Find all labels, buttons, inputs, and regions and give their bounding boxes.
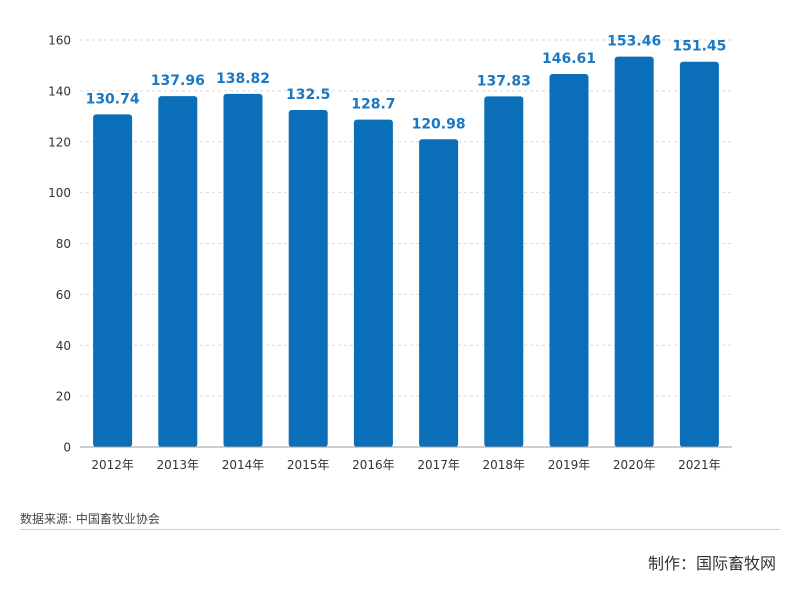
x-tick-label: 2018年 (483, 458, 526, 472)
bar (288, 109, 328, 447)
x-tick-label: 2016年 (352, 458, 395, 472)
x-tick-label: 2015年 (287, 458, 330, 472)
bar (353, 119, 393, 447)
y-tick-label: 60 (56, 288, 71, 302)
x-tick-label: 2019年 (548, 458, 591, 472)
source-note: 数据来源: 中国畜牧业协会 (20, 512, 160, 526)
value-labels: 130.74 137.96 138.82 132.5 128.7 120.98 137.83… (86, 34, 727, 133)
y-tick-label: 100 (48, 186, 71, 200)
x-tick-label: 2017年 (417, 458, 460, 472)
bar-value-label: 151.45 (672, 39, 726, 55)
bar-value-label: 153.46 (607, 34, 661, 50)
y-tick-label: 20 (56, 390, 71, 404)
y-tick-label: 0 (63, 441, 71, 455)
bar (419, 139, 459, 447)
x-axis-ticks: 2012年 2013年 2014年 2015年 2016年 2017年 2018年 2019年… (91, 458, 720, 472)
divider (20, 529, 780, 530)
x-tick-label: 2012年 (91, 458, 134, 472)
bar-value-label: 120.98 (412, 116, 466, 132)
bar-value-label: 146.61 (542, 51, 596, 67)
x-tick-label: 2020年 (613, 458, 656, 472)
y-tick-label: 40 (56, 339, 71, 353)
bars (93, 56, 719, 448)
bar (158, 96, 198, 448)
bar (679, 61, 719, 448)
credit-text: 制作：国际畜牧网 (647, 554, 776, 573)
bar (484, 96, 524, 448)
x-tick-label: 2013年 (157, 458, 200, 472)
bar (549, 74, 589, 447)
y-tick-label: 80 (56, 237, 71, 251)
y-tick-label: 120 (48, 135, 71, 149)
bar-value-label: 130.74 (86, 91, 140, 107)
bar-value-label: 128.7 (351, 97, 395, 113)
bar-value-label: 132.5 (286, 87, 330, 103)
bar-value-label: 138.82 (216, 71, 270, 87)
bar (223, 93, 263, 448)
bar (614, 56, 654, 448)
bar (93, 114, 133, 448)
bar-value-label: 137.83 (477, 73, 531, 89)
bar-value-label: 137.96 (151, 73, 205, 89)
bar-chart: 0 20 40 60 80 100 120 140 160 130.74 137.96 138.82… (48, 34, 732, 472)
x-tick-label: 2021年 (678, 458, 721, 472)
y-axis-ticks: 0 20 40 60 80 100 120 140 160 (48, 34, 71, 455)
y-tick-label: 160 (48, 34, 71, 48)
y-tick-label: 140 (48, 84, 71, 98)
x-tick-label: 2014年 (222, 458, 265, 472)
